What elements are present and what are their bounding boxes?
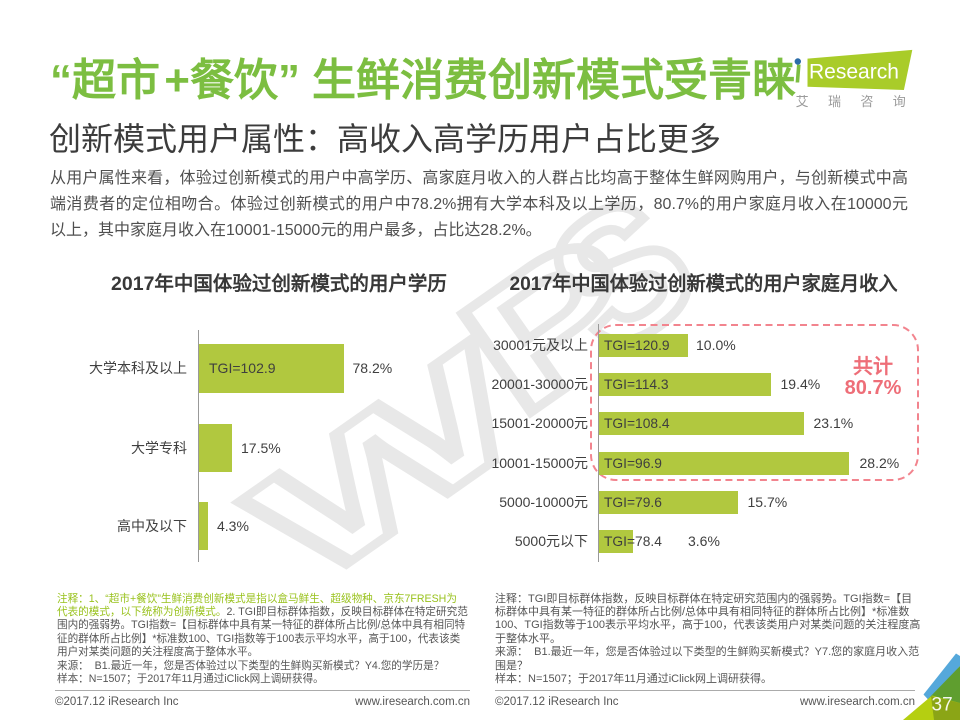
svg-text:Research: Research <box>809 61 899 84</box>
svg-text:37: 37 <box>932 695 953 716</box>
svg-text:艾瑞咨询: 艾瑞咨询 <box>796 94 926 109</box>
